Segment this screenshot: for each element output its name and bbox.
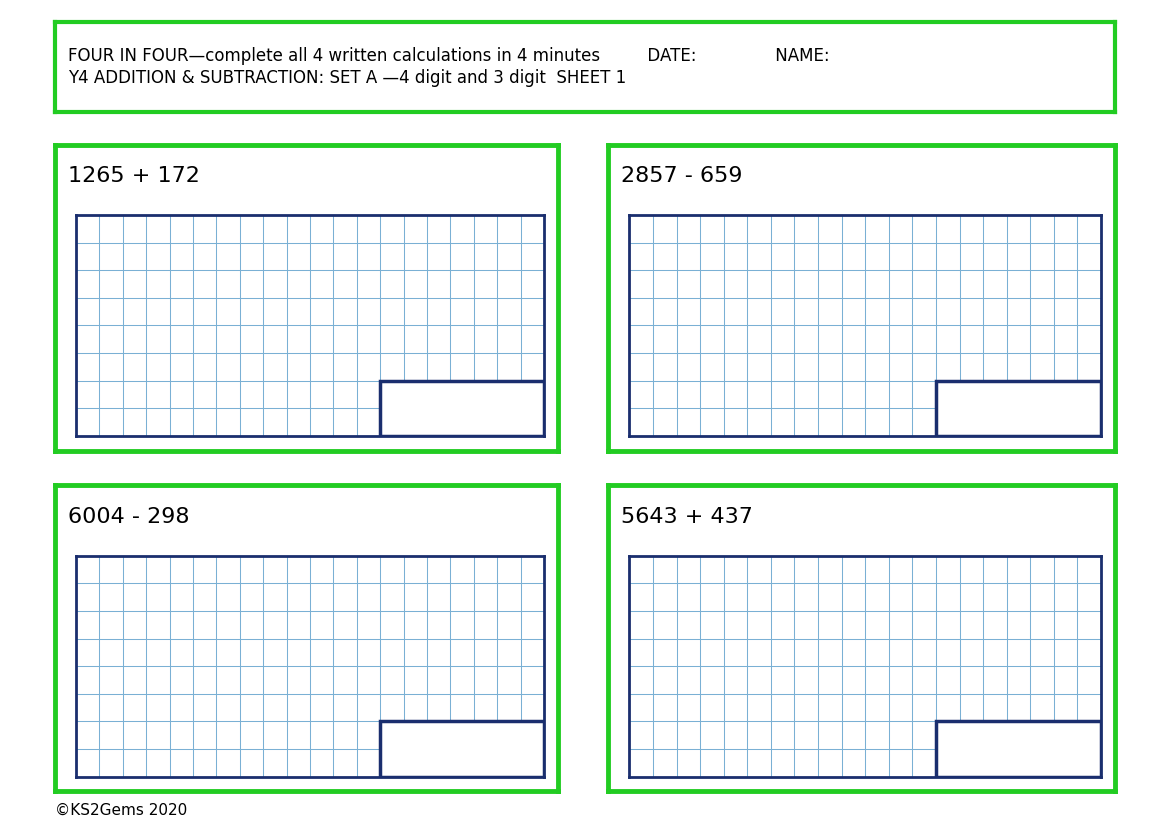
- Text: 6004 - 298: 6004 - 298: [68, 507, 190, 527]
- Text: 1265 + 172: 1265 + 172: [68, 166, 199, 186]
- Text: FOUR IN FOUR—complete all 4 written calculations in 4 minutes         DATE:     : FOUR IN FOUR—complete all 4 written calc…: [68, 47, 830, 65]
- Text: 5643 + 437: 5643 + 437: [621, 507, 753, 527]
- Bar: [936, 380, 1101, 436]
- Text: Y4 ADDITION & SUBTRACTION: SET A —4 digit and 3 digit  SHEET 1: Y4 ADDITION & SUBTRACTION: SET A —4 digi…: [68, 69, 626, 87]
- Bar: [380, 721, 544, 777]
- Text: ©KS2Gems 2020: ©KS2Gems 2020: [55, 803, 187, 818]
- Bar: [936, 721, 1101, 777]
- Text: 2857 - 659: 2857 - 659: [621, 166, 743, 186]
- Bar: [380, 380, 544, 436]
